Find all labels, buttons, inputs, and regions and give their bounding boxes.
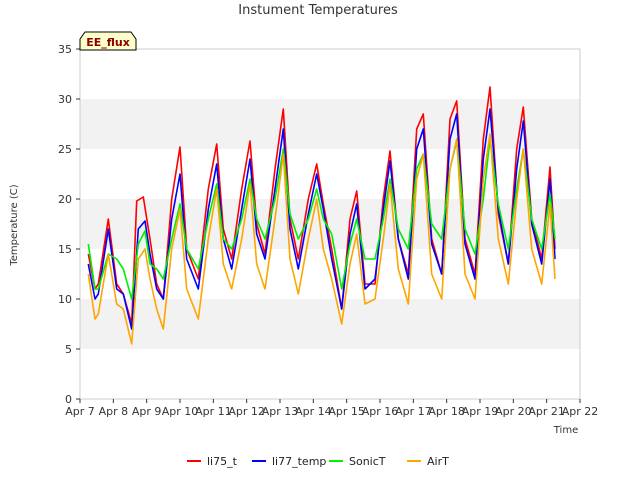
- x-tick-label: Apr 21: [528, 405, 565, 418]
- x-tick-label: Apr 11: [195, 405, 232, 418]
- x-tick-label: Apr 17: [395, 405, 432, 418]
- legend: li75_t li77_temp SonicT AirT: [187, 455, 449, 468]
- y-tick-label: 25: [58, 143, 72, 156]
- legend-label: li77_temp: [272, 455, 326, 468]
- x-tick-label: Apr 19: [462, 405, 499, 418]
- y-tick-label: 20: [58, 193, 72, 206]
- x-tick-label: Apr 13: [262, 405, 299, 418]
- y-tick-label: 30: [58, 93, 72, 106]
- grid-band: [80, 299, 580, 349]
- legend-item-sonict: SonicT: [329, 455, 386, 468]
- x-tick-label: Apr 12: [228, 405, 265, 418]
- series-line-sonict: [87, 138, 556, 300]
- legend-item-airt: AirT: [407, 455, 449, 468]
- legend-label: SonicT: [349, 455, 386, 468]
- y-axis: 0 5 10 15 20 25 30 35: [58, 43, 80, 406]
- x-tick-label: Apr 7: [65, 405, 95, 418]
- plot-frame: [79, 48, 581, 400]
- grid-band: [80, 99, 580, 149]
- legend-label: li75_t: [207, 455, 238, 468]
- x-tick-label: Apr 10: [162, 405, 199, 418]
- y-tick-label: 5: [65, 343, 72, 356]
- badge-shape: [79, 31, 137, 51]
- badge-label: EE_flux: [86, 36, 130, 49]
- series-layer: [87, 86, 556, 345]
- x-tick-label: Apr 16: [362, 405, 399, 418]
- y-tick-label: 35: [58, 43, 72, 56]
- x-tick-label: Apr 14: [295, 405, 332, 418]
- ee-flux-badge: EE_flux: [79, 31, 137, 51]
- x-tick-label: Apr 9: [132, 405, 162, 418]
- y-tick-label: 15: [58, 243, 72, 256]
- series-line-airt: [87, 133, 556, 345]
- y-tick-label: 0: [65, 393, 72, 406]
- x-tick-label: Apr 22: [562, 405, 599, 418]
- x-tick-label: Apr 20: [495, 405, 532, 418]
- y-tick-label: 10: [58, 293, 72, 306]
- grid-bands: [80, 99, 580, 349]
- legend-item-li77-temp: li77_temp: [252, 455, 326, 468]
- x-tick-label: Apr 18: [428, 405, 465, 418]
- legend-label: AirT: [427, 455, 449, 468]
- x-tick-label: Apr 8: [99, 405, 129, 418]
- y-axis-label: Temperature (C): [9, 184, 20, 266]
- x-tick-label: Apr 15: [328, 405, 365, 418]
- x-axis-label: Time: [553, 425, 578, 436]
- legend-item-li75-t: li75_t: [187, 455, 238, 468]
- chart-title: Instument Temperatures: [238, 3, 398, 18]
